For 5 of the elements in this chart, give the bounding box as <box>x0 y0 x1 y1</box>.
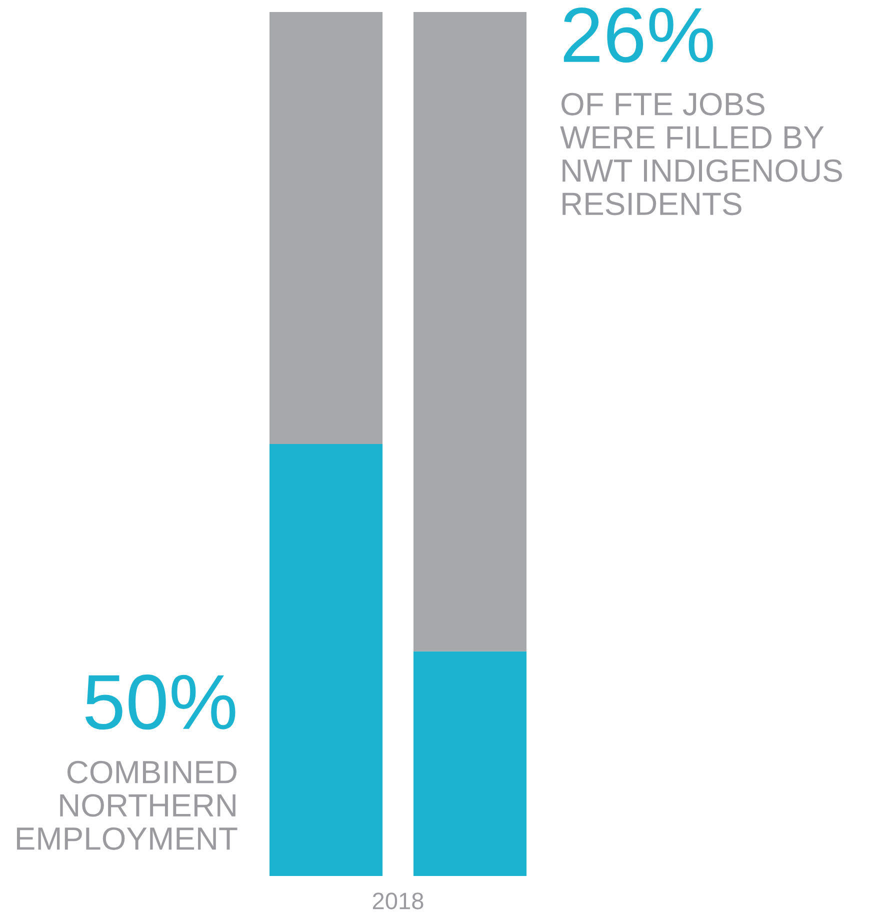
text: 26% <box>564 8 713 63</box>
text: COMBINED NORTHERN EMPLOYMENT <box>16 760 238 850</box>
text: 50% <box>85 674 236 730</box>
text: OF FTE JOBS WERE FILLED BY NWT INDIGENOUS RESIDENTS <box>560 92 842 216</box>
x-axis-title: 2018 <box>372 892 424 910</box>
